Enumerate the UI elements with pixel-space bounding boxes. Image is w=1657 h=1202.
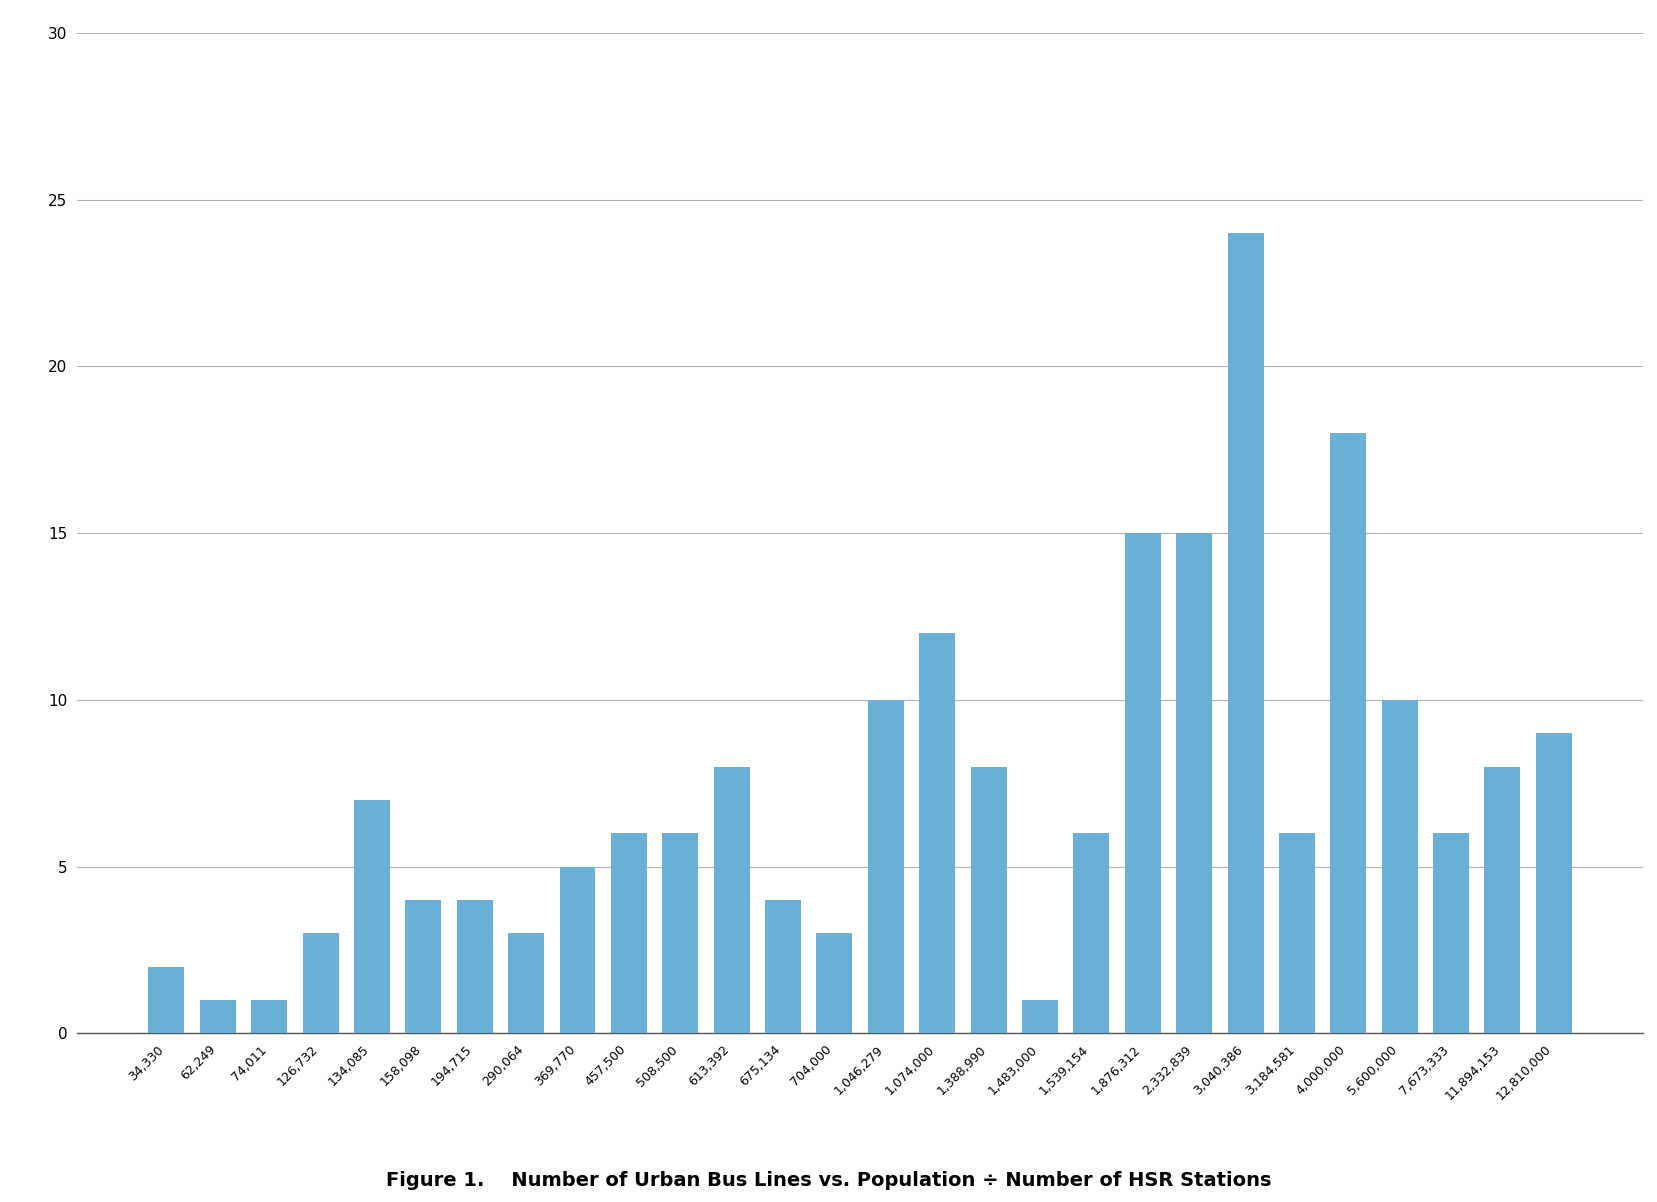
Bar [661,833,698,1034]
Bar [969,767,1006,1034]
Bar [1278,833,1314,1034]
Bar [867,700,903,1034]
Bar [1123,534,1160,1034]
Bar [252,1000,287,1034]
Bar [815,933,852,1034]
Bar [558,867,595,1034]
Bar [1226,233,1263,1034]
Bar [1483,767,1519,1034]
Bar [404,900,441,1034]
Bar [507,933,543,1034]
Bar [1329,433,1365,1034]
Bar [353,799,389,1034]
Bar [1534,733,1571,1034]
Bar [1072,833,1109,1034]
Bar [713,767,749,1034]
Bar [200,1000,235,1034]
Bar [1175,534,1211,1034]
Bar [149,966,184,1034]
Bar [610,833,646,1034]
Bar [303,933,338,1034]
Bar [1432,833,1468,1034]
Bar [1021,1000,1057,1034]
Bar [456,900,492,1034]
Bar [918,633,954,1034]
Bar [764,900,800,1034]
Text: Figure 1.    Number of Urban Bus Lines vs. Population ÷ Number of HSR Stations: Figure 1. Number of Urban Bus Lines vs. … [386,1171,1271,1190]
Bar [1380,700,1417,1034]
